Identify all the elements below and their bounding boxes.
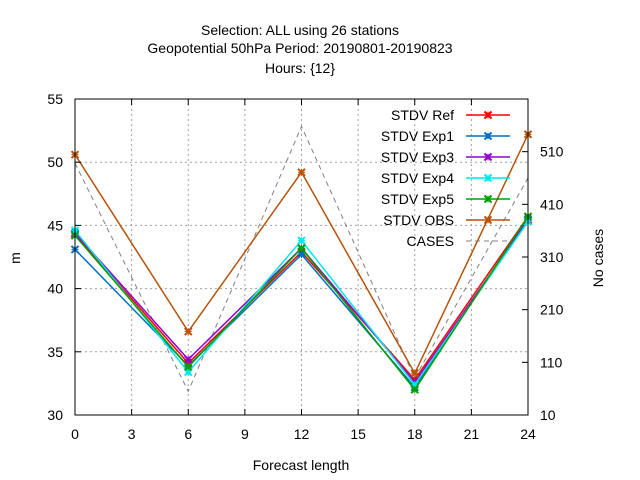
y-tick-label-4: 50 <box>47 154 63 170</box>
legend-stdv-ref-label: STDV Ref <box>391 107 454 123</box>
legend-stdv-exp4: STDV Exp4 <box>381 170 510 186</box>
series-stdv-obs-point-1 <box>184 327 193 336</box>
data-layer <box>70 125 533 394</box>
grid <box>75 99 528 415</box>
title-line-2: Geopotential 50hPa Period: 20190801-2019… <box>147 40 452 56</box>
legend-stdv-ref: STDV Ref <box>391 107 510 123</box>
y-tick-label-5: 55 <box>47 91 63 107</box>
y2-tick-label-4: 410 <box>540 196 564 212</box>
title-line-3: Hours: {12} <box>265 60 335 76</box>
x-tick-label-8: 24 <box>520 426 536 442</box>
legend-stdv-obs-label: STDV OBS <box>383 212 454 228</box>
legend-stdv-exp1-label: STDV Exp1 <box>381 128 454 144</box>
y-tick-label-0: 30 <box>47 407 63 423</box>
series-stdv-exp5-point-1 <box>184 362 193 372</box>
series-stdv-exp5-point-2 <box>297 243 306 253</box>
legend-stdv-exp3: STDV Exp3 <box>381 149 510 165</box>
y-tick-label-3: 45 <box>47 217 63 233</box>
y-tick-label-1: 35 <box>47 344 63 360</box>
legend-cases-label: CASES <box>407 233 454 249</box>
legend-stdv-ref-marker <box>483 110 493 120</box>
legend-stdv-exp5-marker <box>483 194 493 204</box>
title-line-1: Selection: ALL using 26 stations <box>201 22 399 38</box>
legend-stdv-exp1: STDV Exp1 <box>381 128 510 144</box>
legend: STDV Ref STDV Exp1 STDV Exp3 STDV Exp4 STDV … <box>381 107 510 249</box>
x-tick-label-6: 18 <box>407 426 423 442</box>
legend-stdv-exp5: STDV Exp5 <box>381 191 510 207</box>
y2-axis-label: No cases <box>590 229 606 287</box>
series-stdv-obs-point-2 <box>297 168 306 177</box>
x-tick-label-0: 0 <box>71 426 79 442</box>
legend-stdv-exp1-marker <box>483 131 493 141</box>
legend-stdv-exp3-marker <box>483 152 493 162</box>
series-stdv-exp3-point-1 <box>184 355 193 364</box>
legend-cases: CASES <box>407 233 510 249</box>
x-tick-label-7: 21 <box>464 426 480 442</box>
series-stdv-exp4-point-2 <box>297 236 306 245</box>
y2-tick-label-5: 510 <box>540 144 564 160</box>
x-tick-label-4: 12 <box>294 426 310 442</box>
x-tick-label-1: 3 <box>128 426 136 442</box>
legend-stdv-exp3-label: STDV Exp3 <box>381 149 454 165</box>
x-tick-label-2: 6 <box>184 426 192 442</box>
series-stdv-exp5-point-3 <box>410 385 419 394</box>
y-tick-label-2: 40 <box>47 281 63 297</box>
x-tick-label-5: 15 <box>350 426 366 442</box>
series-cases-line <box>74 125 529 393</box>
y-axis-label: m <box>7 252 23 264</box>
y2-tick-label-0: 10 <box>540 407 556 423</box>
y2-tick-label-3: 310 <box>540 249 564 265</box>
x-axis-label: Forecast length <box>253 457 350 473</box>
legend-stdv-exp4-marker <box>483 173 493 183</box>
chart-title: Selection: ALL using 26 stations Geopote… <box>147 22 452 76</box>
ticks: 0 3 6 9 12 15 18 21 24 30 35 40 45 50 55 10 110 210 310 410… <box>47 91 563 442</box>
legend-stdv-exp4-label: STDV Exp4 <box>381 170 454 186</box>
legend-stdv-exp5-label: STDV Exp5 <box>381 191 454 207</box>
y2-tick-label-2: 210 <box>540 302 564 318</box>
series-stdv-obs-point-3 <box>410 369 419 378</box>
x-tick-label-3: 9 <box>241 426 249 442</box>
legend-stdv-obs: STDV OBS <box>383 212 510 228</box>
y2-tick-label-1: 110 <box>540 354 563 370</box>
legend-stdv-obs-marker <box>483 215 493 225</box>
